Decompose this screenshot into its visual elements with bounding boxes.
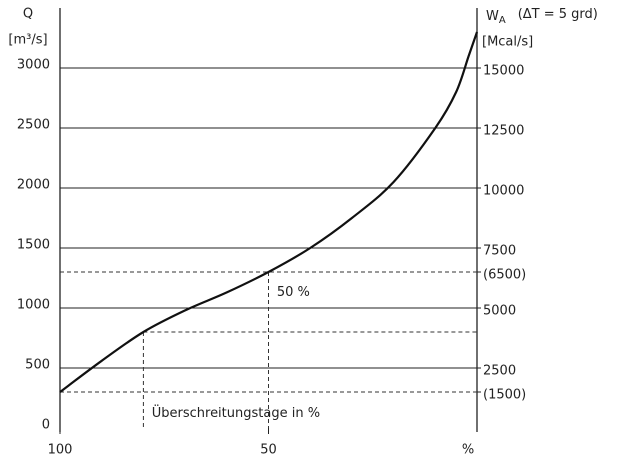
y2-unit: [Mcal/s] [482, 35, 533, 50]
y-tick-label: 2000 [17, 178, 50, 193]
x-label: % [462, 443, 474, 458]
y-tick-label: 1000 [17, 298, 50, 313]
y2-tick-label: 15000 [483, 64, 524, 79]
y2-tick-label: 10000 [483, 184, 524, 199]
y2-tick-label: (6500) [483, 268, 526, 283]
x-tick-label: 50 [260, 443, 277, 458]
y2-tick-label: 2500 [483, 364, 516, 379]
y2-tick-label: 5000 [483, 304, 516, 319]
y2-symbol: W [486, 9, 499, 24]
curve [59, 31, 479, 393]
annotation: Überschreitungstage in % [152, 404, 320, 421]
y-label: Q [23, 7, 33, 22]
y-tick-label: 2500 [17, 118, 50, 133]
x-tick-label: 100 [48, 443, 73, 458]
y-unit: [m³/s] [8, 33, 47, 48]
y2-subscript: A [499, 15, 506, 26]
y2-note: (ΔT = 5 grd) [518, 7, 598, 22]
y-tick-label: 500 [25, 358, 50, 373]
y2-label: WA (ΔT = 5 grd) [486, 7, 598, 27]
y-tick-label: 3000 [17, 58, 50, 73]
annotation: 50 % [277, 285, 310, 300]
y2-tick-label: 12500 [483, 124, 524, 139]
y-tick-label: 0 [42, 418, 50, 433]
y-tick-label: 1500 [17, 238, 50, 253]
y2-tick-label: 7500 [483, 244, 516, 259]
y2-tick-label: (1500) [483, 388, 526, 403]
